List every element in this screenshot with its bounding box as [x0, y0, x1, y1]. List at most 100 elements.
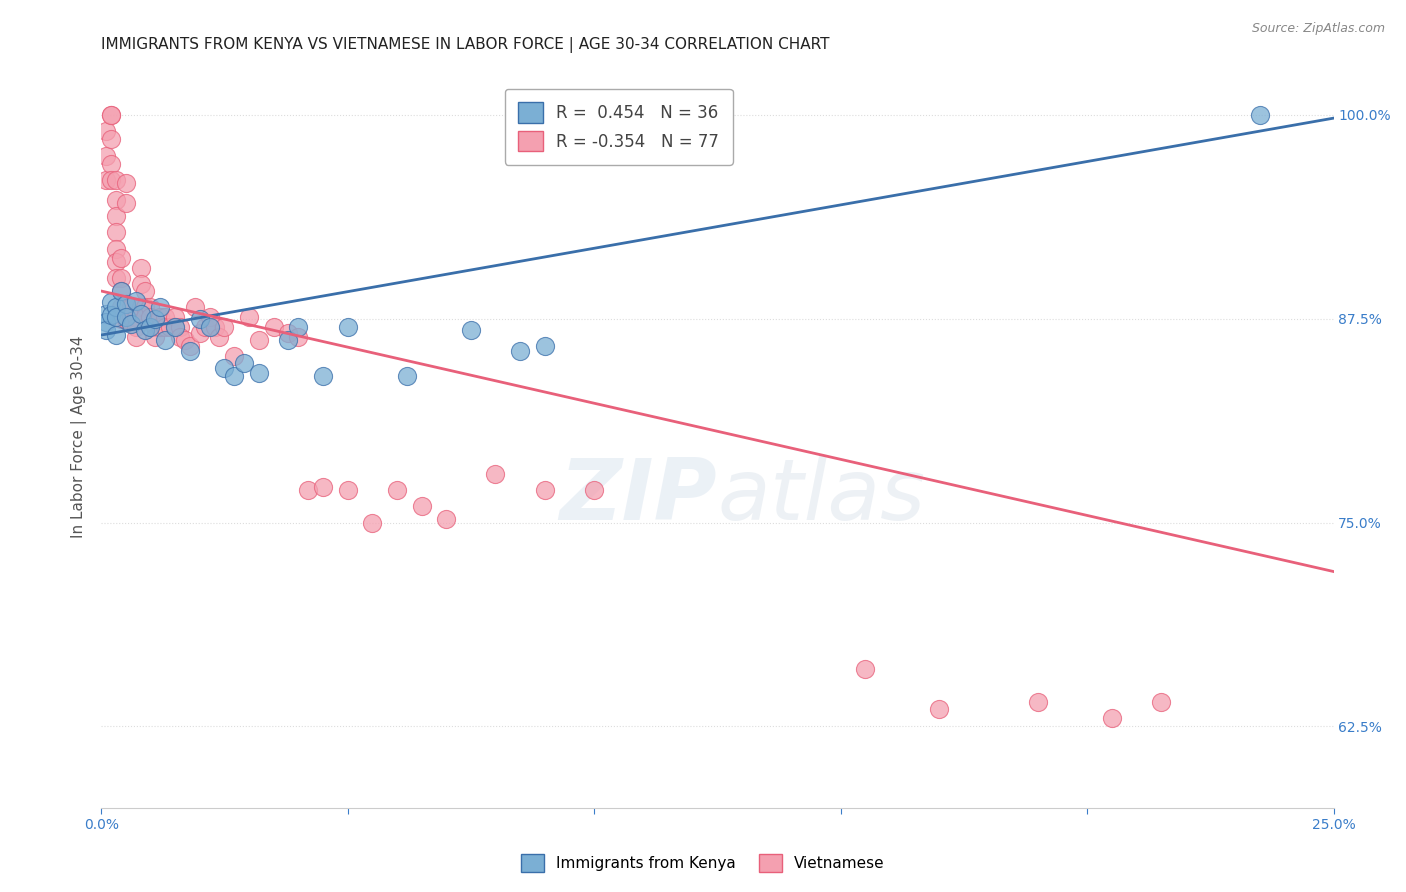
Point [110, 284, 132, 298]
Point [104, 242, 127, 256]
Point [533, 483, 555, 497]
Point [114, 311, 136, 326]
Point [312, 480, 335, 494]
Point [434, 512, 457, 526]
Point [120, 310, 142, 325]
Point [312, 368, 335, 383]
Point [100, 295, 122, 310]
Point [208, 329, 231, 343]
Point [104, 310, 127, 325]
Point [169, 329, 191, 343]
Point [395, 368, 418, 383]
Point [533, 339, 555, 353]
Point [114, 310, 136, 325]
Point [104, 328, 127, 343]
Point [110, 311, 132, 326]
Point [129, 277, 152, 292]
Point [94, 149, 117, 163]
Point [263, 319, 285, 334]
Point [139, 301, 162, 315]
Point [110, 284, 132, 298]
Point [214, 360, 236, 375]
Point [100, 108, 122, 122]
Point [188, 311, 211, 326]
Legend: R =  0.454   N = 36, R = -0.354   N = 77: R = 0.454 N = 36, R = -0.354 N = 77 [505, 89, 733, 165]
Text: Source: ZipAtlas.com: Source: ZipAtlas.com [1251, 22, 1385, 36]
Point [277, 326, 299, 341]
Point [184, 301, 207, 315]
Point [247, 366, 270, 380]
Point [124, 293, 146, 308]
Text: atlas: atlas [717, 455, 925, 538]
Point [198, 319, 221, 334]
Point [149, 301, 172, 315]
Point [104, 209, 127, 223]
Point [853, 662, 876, 676]
Point [134, 301, 156, 315]
Point [509, 344, 531, 359]
Point [124, 319, 146, 334]
Point [247, 333, 270, 347]
Point [134, 284, 156, 298]
Text: ZIP: ZIP [560, 455, 717, 538]
Point [94, 315, 117, 329]
Point [297, 483, 319, 497]
Point [233, 356, 256, 370]
Point [104, 173, 127, 187]
Point [94, 323, 117, 337]
Point [134, 310, 156, 325]
Point [1101, 711, 1123, 725]
Point [149, 319, 172, 334]
Point [155, 319, 177, 334]
Text: IMMIGRANTS FROM KENYA VS VIETNAMESE IN LABOR FORCE | AGE 30-34 CORRELATION CHART: IMMIGRANTS FROM KENYA VS VIETNAMESE IN L… [101, 37, 830, 54]
Point [114, 196, 136, 211]
Point [100, 132, 122, 146]
Point [114, 177, 136, 191]
Point [134, 323, 156, 337]
Point [94, 124, 117, 138]
Point [460, 323, 482, 337]
Point [194, 319, 217, 334]
Point [204, 319, 226, 334]
Point [336, 483, 359, 497]
Point [114, 297, 136, 311]
Point [143, 319, 166, 334]
Point [94, 173, 117, 187]
Point [159, 319, 181, 334]
Point [484, 467, 506, 481]
Point [149, 310, 172, 325]
Point [179, 339, 201, 353]
Y-axis label: In Labor Force | Age 30-34: In Labor Force | Age 30-34 [72, 335, 87, 538]
Point [287, 329, 309, 343]
Point [198, 310, 221, 325]
Point [104, 301, 127, 315]
Point [100, 157, 122, 171]
Point [124, 310, 146, 325]
Point [94, 307, 117, 321]
Point [155, 333, 177, 347]
Point [100, 108, 122, 122]
Point [129, 301, 152, 315]
Point [336, 319, 359, 334]
Point [277, 333, 299, 347]
Point [143, 311, 166, 326]
Point [110, 301, 132, 315]
Point [188, 326, 211, 341]
Point [411, 500, 433, 514]
Point [928, 701, 950, 715]
Point [110, 271, 132, 285]
Point [104, 193, 127, 207]
Point [129, 261, 152, 276]
Legend: Immigrants from Kenya, Vietnamese: Immigrants from Kenya, Vietnamese [513, 846, 893, 880]
Point [174, 333, 197, 347]
Point [361, 516, 384, 530]
Point [104, 254, 127, 268]
Point [104, 225, 127, 239]
Point [120, 317, 142, 331]
Point [169, 319, 191, 334]
Point [129, 307, 152, 321]
Point [165, 319, 187, 334]
Point [120, 301, 142, 315]
Point [100, 173, 122, 187]
Point [224, 368, 246, 383]
